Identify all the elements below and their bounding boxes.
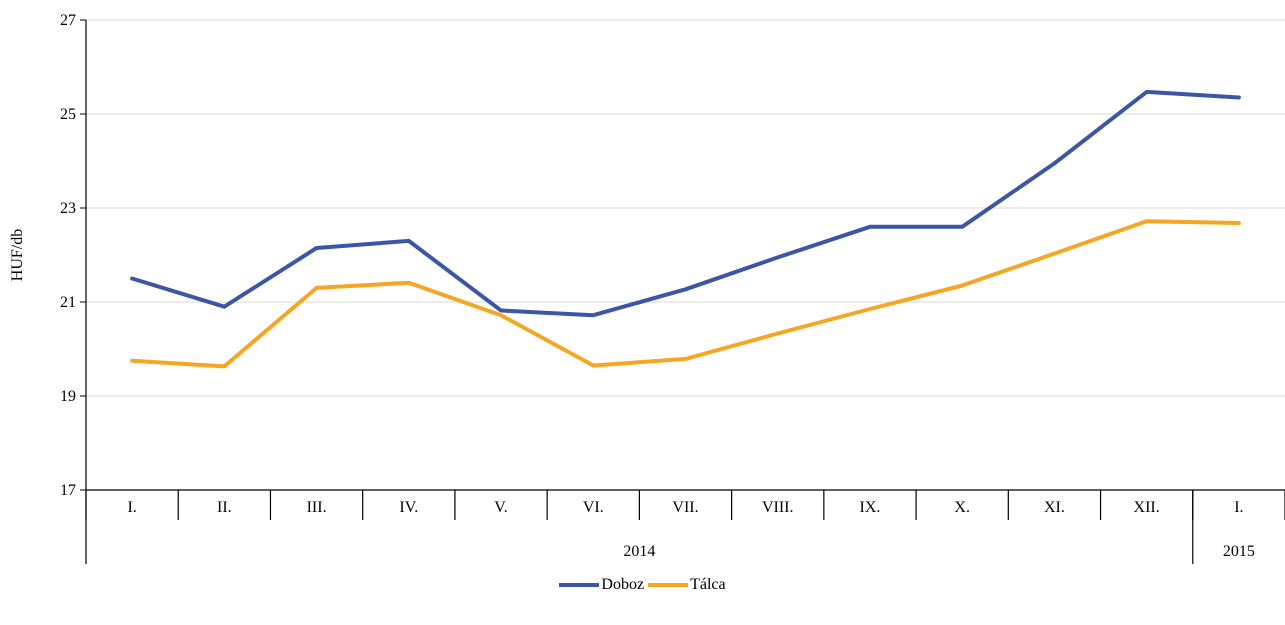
x-tick-label: X. bbox=[954, 499, 970, 516]
y-tick-labels: 17 19 21 23 25 27 bbox=[60, 12, 76, 499]
series-lines bbox=[130, 89, 1241, 369]
legend: Doboz Tálca bbox=[0, 576, 1285, 594]
y-axis-label: HUF/db bbox=[9, 229, 26, 281]
y-tick-label: 19 bbox=[60, 388, 76, 405]
y-tick-label: 21 bbox=[60, 294, 76, 311]
series-line-doboz bbox=[130, 89, 1241, 318]
x-tick-label: I. bbox=[1234, 499, 1243, 516]
series-line-tálca bbox=[130, 219, 1241, 369]
legend-swatch-doboz bbox=[559, 583, 600, 587]
legend-item-doboz: Doboz bbox=[559, 576, 644, 594]
y-tick-label: 23 bbox=[60, 200, 76, 217]
x-tick-label: V. bbox=[494, 499, 508, 516]
x-tick-label: VIII. bbox=[762, 499, 794, 516]
x-tick-label: III. bbox=[307, 499, 327, 516]
x-tick-label: IX. bbox=[860, 499, 881, 516]
gridlines bbox=[86, 19, 1285, 397]
x-tick-label: II. bbox=[217, 499, 232, 516]
x-tick-label: VII. bbox=[672, 499, 698, 516]
x-tick-label: VI. bbox=[583, 499, 604, 516]
legend-label-talca: Tálca bbox=[690, 576, 726, 593]
legend-label-doboz: Doboz bbox=[601, 576, 645, 593]
x-tick-label: I. bbox=[127, 499, 136, 516]
year-label: 2015 bbox=[1223, 543, 1255, 560]
legend-item-talca: Tálca bbox=[648, 576, 726, 594]
x-tick-label: XI. bbox=[1044, 499, 1065, 516]
year-label: 2014 bbox=[623, 543, 655, 560]
x-tick-label: IV. bbox=[399, 499, 418, 516]
y-tick-label: 25 bbox=[60, 106, 76, 123]
y-tick-label: 27 bbox=[60, 12, 76, 29]
axes bbox=[80, 19, 1285, 564]
legend-swatch-talca bbox=[648, 583, 689, 587]
x-tick-label: XII. bbox=[1134, 499, 1160, 516]
x-tick-labels: I. II. III. IV. V. VI. VII. VIII. IX. X. XI. XII. I.… bbox=[127, 499, 1254, 560]
y-tick-label: 17 bbox=[60, 482, 76, 499]
